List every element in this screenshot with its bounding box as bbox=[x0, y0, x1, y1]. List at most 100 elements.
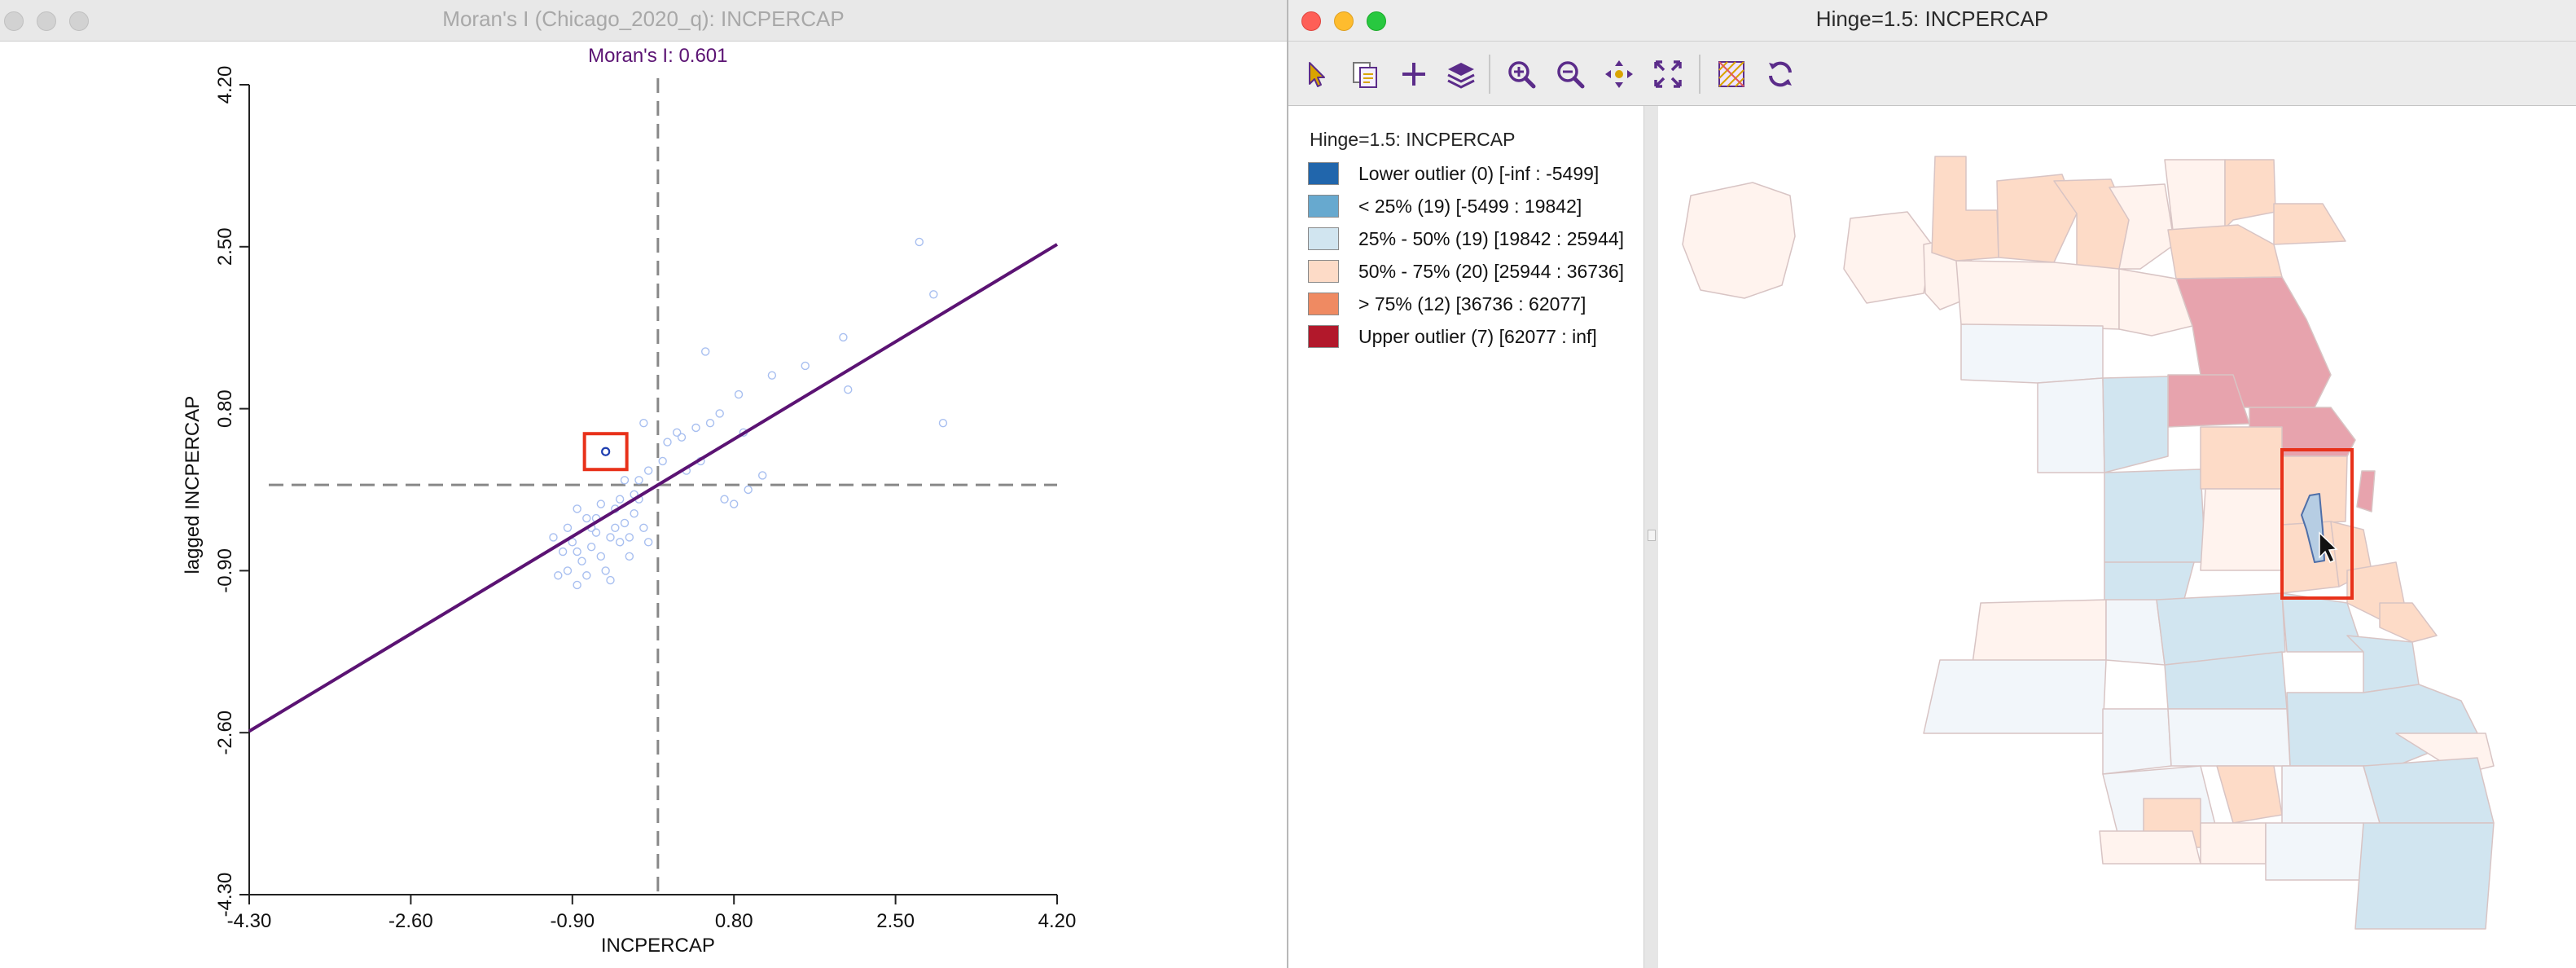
map-area[interactable] bbox=[2200, 488, 2284, 571]
data-point[interactable] bbox=[596, 499, 606, 508]
legend-swatch[interactable] bbox=[1308, 293, 1339, 315]
data-point[interactable] bbox=[630, 509, 639, 518]
map-area[interactable] bbox=[2265, 822, 2364, 881]
data-point[interactable] bbox=[758, 471, 767, 480]
map-area[interactable] bbox=[2224, 159, 2276, 229]
data-point[interactable] bbox=[563, 523, 573, 532]
zoom-out-button[interactable] bbox=[1552, 56, 1588, 92]
map-area[interactable] bbox=[2104, 469, 2206, 563]
map-area[interactable] bbox=[2099, 830, 2201, 865]
data-point[interactable] bbox=[658, 456, 667, 466]
data-point[interactable] bbox=[801, 361, 810, 371]
data-point[interactable] bbox=[639, 418, 648, 428]
legend-item[interactable]: 25% - 50% (19) [19842 : 25944] bbox=[1308, 227, 1624, 251]
full-extent-button[interactable] bbox=[1650, 56, 1686, 92]
map-area[interactable] bbox=[1931, 156, 1999, 262]
data-point[interactable] bbox=[577, 557, 586, 565]
data-point[interactable] bbox=[591, 528, 601, 537]
data-point[interactable] bbox=[620, 518, 630, 528]
map-area[interactable] bbox=[2216, 765, 2283, 824]
data-point[interactable] bbox=[563, 566, 573, 575]
legend-item[interactable]: Upper outlier (7) [62077 : inf] bbox=[1308, 324, 1597, 349]
chicago-choropleth-map[interactable] bbox=[1658, 106, 2576, 966]
map-area[interactable] bbox=[1843, 211, 1933, 304]
data-point[interactable] bbox=[705, 418, 715, 428]
map-area[interactable] bbox=[2346, 635, 2420, 693]
selection-box[interactable] bbox=[582, 432, 629, 472]
data-point[interactable] bbox=[691, 423, 700, 433]
map-panel[interactable] bbox=[1658, 106, 2576, 968]
data-point[interactable] bbox=[582, 571, 591, 580]
map-area[interactable] bbox=[1972, 599, 2107, 664]
add-button[interactable] bbox=[1396, 56, 1432, 92]
data-point[interactable] bbox=[586, 542, 596, 552]
data-point[interactable] bbox=[734, 389, 744, 399]
map-area[interactable] bbox=[2200, 426, 2283, 490]
legend-swatch[interactable] bbox=[1308, 227, 1339, 250]
pan-button[interactable] bbox=[1601, 56, 1637, 92]
moran-scatter-plot[interactable]: -4.30 -2.60 -0.90 0.80 2.50 4.20 -4.30 -2.60 -0.… bbox=[0, 41, 1287, 968]
data-point[interactable] bbox=[573, 547, 581, 557]
data-point[interactable] bbox=[700, 347, 710, 356]
zoom-in-button[interactable] bbox=[1503, 56, 1539, 92]
map-area[interactable] bbox=[1923, 659, 2107, 734]
map-area[interactable] bbox=[1955, 260, 2120, 330]
legend-swatch[interactable] bbox=[1308, 162, 1339, 185]
map-area[interactable] bbox=[2363, 757, 2495, 824]
data-point[interactable] bbox=[568, 538, 577, 547]
map-area[interactable] bbox=[2200, 822, 2267, 865]
splitter-grip[interactable] bbox=[1648, 530, 1656, 541]
close-button[interactable] bbox=[4, 11, 24, 31]
map-area[interactable] bbox=[2102, 376, 2169, 473]
data-point[interactable] bbox=[744, 485, 753, 495]
data-point[interactable] bbox=[720, 495, 729, 504]
data-point[interactable] bbox=[620, 476, 630, 485]
data-point[interactable] bbox=[639, 523, 648, 532]
data-point[interactable] bbox=[606, 575, 615, 585]
minimize-button[interactable] bbox=[1334, 11, 1354, 31]
selected-map-area[interactable] bbox=[2301, 493, 2325, 563]
data-point[interactable] bbox=[643, 538, 653, 547]
data-point[interactable] bbox=[549, 533, 558, 542]
data-point[interactable] bbox=[677, 433, 687, 442]
data-point[interactable] bbox=[672, 428, 682, 438]
legend-swatch[interactable] bbox=[1308, 325, 1339, 348]
legend-swatch[interactable] bbox=[1308, 260, 1339, 283]
data-point[interactable] bbox=[929, 290, 938, 299]
data-point[interactable] bbox=[573, 580, 581, 590]
copy-image-button[interactable] bbox=[1347, 56, 1383, 92]
legend-item[interactable]: < 25% (19) [-5499 : 19842] bbox=[1308, 194, 1582, 218]
map-area[interactable] bbox=[1960, 323, 2104, 384]
map-selection-box[interactable] bbox=[2280, 448, 2354, 600]
data-point[interactable] bbox=[625, 533, 634, 542]
data-point[interactable] bbox=[643, 466, 653, 475]
data-point[interactable] bbox=[767, 371, 777, 380]
map-area[interactable] bbox=[1996, 174, 2078, 263]
legend-swatch[interactable] bbox=[1308, 195, 1339, 218]
data-point[interactable] bbox=[554, 571, 563, 580]
map-area[interactable] bbox=[2354, 822, 2495, 930]
map-area[interactable] bbox=[1682, 182, 1796, 299]
map-area[interactable] bbox=[2156, 592, 2286, 666]
data-point[interactable] bbox=[611, 523, 620, 532]
select-tool-button[interactable] bbox=[1298, 56, 1334, 92]
selected-data-point[interactable] bbox=[601, 447, 611, 456]
data-point[interactable] bbox=[634, 476, 643, 485]
zoom-button[interactable] bbox=[1367, 11, 1386, 31]
data-point[interactable] bbox=[663, 438, 672, 447]
legend-item[interactable]: 50% - 75% (20) [25944 : 36736] bbox=[1308, 259, 1624, 284]
map-area[interactable] bbox=[2356, 470, 2376, 513]
data-point[interactable] bbox=[573, 504, 581, 513]
data-point[interactable] bbox=[938, 418, 948, 428]
data-point[interactable] bbox=[596, 552, 606, 561]
zoom-button[interactable] bbox=[69, 11, 89, 31]
minimize-button[interactable] bbox=[37, 11, 56, 31]
map-area[interactable] bbox=[2167, 708, 2291, 767]
data-point[interactable] bbox=[839, 332, 848, 342]
data-point[interactable] bbox=[730, 499, 739, 508]
data-point[interactable] bbox=[582, 513, 591, 523]
data-point[interactable] bbox=[915, 237, 924, 247]
data-point[interactable] bbox=[625, 552, 634, 561]
legend-item[interactable]: Lower outlier (0) [-inf : -5499] bbox=[1308, 161, 1599, 186]
map-area[interactable] bbox=[2167, 224, 2283, 279]
